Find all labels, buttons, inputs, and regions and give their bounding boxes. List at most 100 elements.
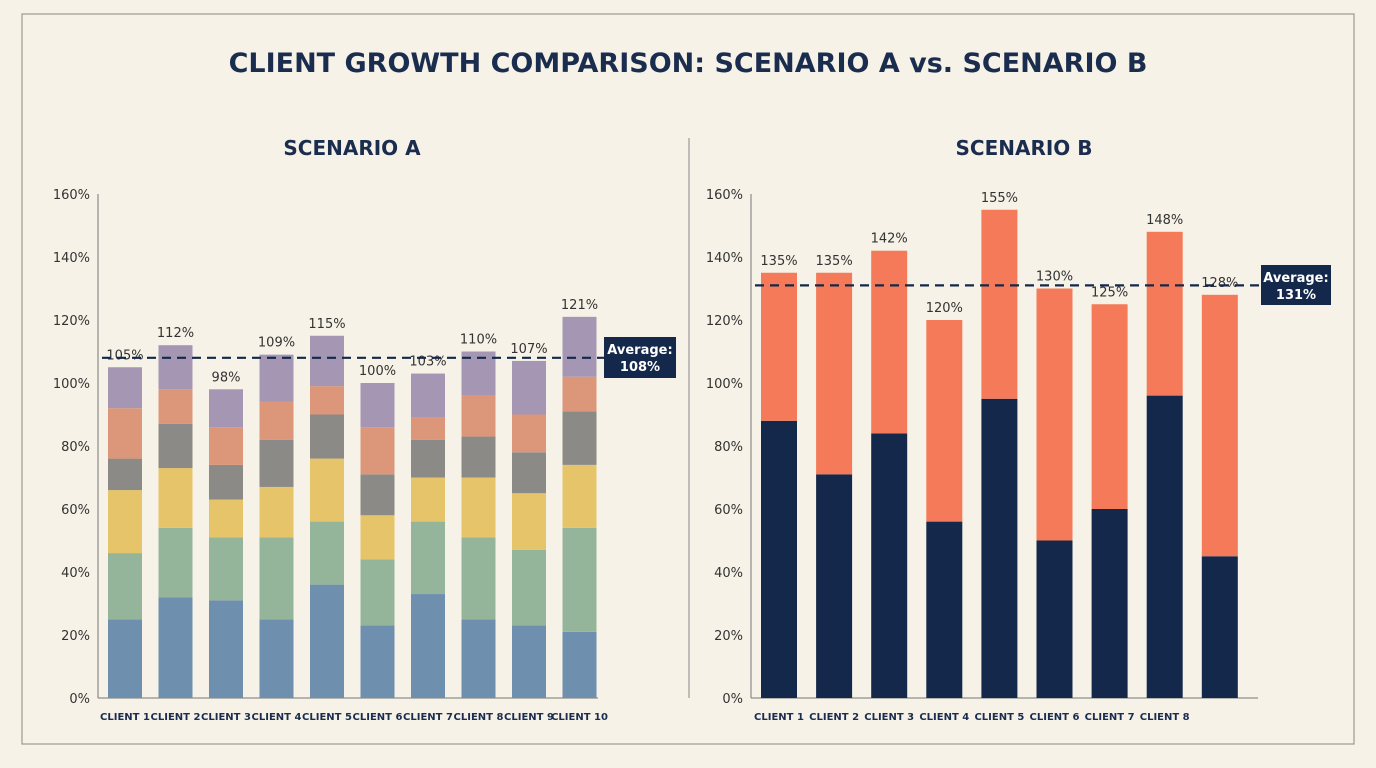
bar-segment: [1146, 395, 1183, 698]
bar-segment: [360, 625, 395, 698]
category-label: CLIENT 8: [1140, 712, 1190, 723]
bar-segment: [209, 600, 243, 698]
category-label: CLIENT 9: [504, 712, 554, 723]
bar-segment: [1091, 304, 1128, 509]
total-label: 128%: [1201, 276, 1238, 291]
bar-segment: [926, 521, 963, 698]
y-tick-label: 160%: [53, 188, 90, 203]
y-tick-label: 100%: [706, 377, 743, 392]
y-tick-label: 20%: [714, 629, 743, 644]
bar-segment: [1091, 509, 1128, 698]
total-label: 155%: [981, 191, 1018, 206]
bar-segment: [310, 386, 344, 415]
frame: [21, 13, 1355, 745]
bar-segment: [209, 464, 243, 500]
bar-segment: [562, 631, 597, 698]
category-label: CLIENT 3: [201, 712, 251, 723]
category-label: CLIENT 5: [302, 712, 352, 723]
bar-segment: [158, 527, 193, 598]
bar-segment: [360, 427, 395, 475]
bar-segment: [310, 414, 344, 459]
bar-segment: [1146, 231, 1183, 396]
bar-segment: [108, 619, 142, 698]
y-tick-label: 80%: [61, 440, 90, 455]
total-label: 120%: [926, 301, 963, 316]
bar-segment: [816, 474, 853, 698]
category-label: CLIENT 1: [100, 712, 150, 723]
y-tick-label: 0%: [69, 692, 90, 707]
category-label: CLIENT 6: [353, 712, 403, 723]
total-label: 110%: [460, 333, 497, 348]
bar-segment: [108, 490, 142, 554]
bar-segment: [411, 417, 445, 440]
bar-segment: [562, 376, 597, 412]
total-label: 107%: [510, 342, 547, 357]
y-tick-label: 40%: [714, 566, 743, 581]
bar-segment: [1036, 288, 1073, 541]
category-label: CLIENT 2: [809, 712, 859, 723]
bar-segment: [259, 439, 294, 487]
bar-segment: [562, 316, 597, 377]
total-label: 125%: [1091, 285, 1128, 300]
category-label: CLIENT 3: [864, 712, 914, 723]
average-box: [1261, 265, 1331, 305]
bar-segment: [209, 537, 243, 601]
panel-title-a: SCENARIO A: [283, 136, 421, 160]
bar-segment: [1201, 294, 1238, 557]
bar-segment: [411, 439, 445, 478]
category-label: CLIENT 1: [754, 712, 804, 723]
category-label: CLIENT 8: [454, 712, 504, 723]
bar-segment: [981, 398, 1018, 698]
total-label: 100%: [359, 364, 396, 379]
y-tick-label: 100%: [53, 377, 90, 392]
total-label: 112%: [157, 326, 194, 341]
bar-segment: [461, 477, 496, 538]
y-tick-label: 80%: [714, 440, 743, 455]
bar-segment: [108, 408, 142, 459]
bar-segment: [360, 474, 395, 516]
y-tick-label: 20%: [61, 629, 90, 644]
bar-segment: [360, 515, 395, 560]
bar-segment: [871, 250, 908, 434]
bar-segment: [259, 619, 294, 698]
bar-segment: [512, 360, 546, 415]
average-label: Average:: [607, 343, 672, 358]
y-tick-label: 40%: [61, 566, 90, 581]
total-label: 148%: [1146, 213, 1183, 228]
bar-segment: [1201, 556, 1238, 698]
bar-segment: [461, 537, 496, 620]
bar-segment: [761, 272, 797, 421]
bar-segment: [108, 458, 142, 491]
bar-segment: [158, 423, 193, 469]
y-tick-label: 140%: [706, 251, 743, 266]
bar-segment: [1036, 540, 1073, 698]
y-tick-label: 0%: [722, 692, 743, 707]
bar-segment: [310, 335, 344, 387]
total-label: 105%: [106, 348, 143, 363]
panel-title-b: SCENARIO B: [955, 136, 1092, 160]
bar-segment: [461, 395, 496, 437]
bar-segment: [360, 383, 395, 428]
category-label: CLIENT 10: [551, 712, 608, 723]
total-label: 135%: [760, 254, 797, 269]
bar-segment: [158, 389, 193, 424]
y-tick-label: 140%: [53, 251, 90, 266]
bar-segment: [512, 452, 546, 494]
bar-segment: [512, 493, 546, 550]
total-label: 142%: [871, 232, 908, 247]
bar-segment: [816, 272, 853, 475]
bar-segment: [158, 597, 193, 698]
bar-segment: [209, 427, 243, 465]
bar-segment: [158, 468, 193, 528]
bar-segment: [512, 625, 546, 698]
bar-segment: [259, 354, 294, 402]
y-tick-label: 60%: [714, 503, 743, 518]
average-label: Average:: [1263, 271, 1328, 286]
category-label: CLIENT 5: [974, 712, 1024, 723]
average-value: 108%: [620, 360, 660, 375]
bar-segment: [411, 373, 445, 418]
total-label: 109%: [258, 336, 295, 351]
bar-segment: [512, 414, 546, 453]
bar-segment: [108, 367, 142, 409]
